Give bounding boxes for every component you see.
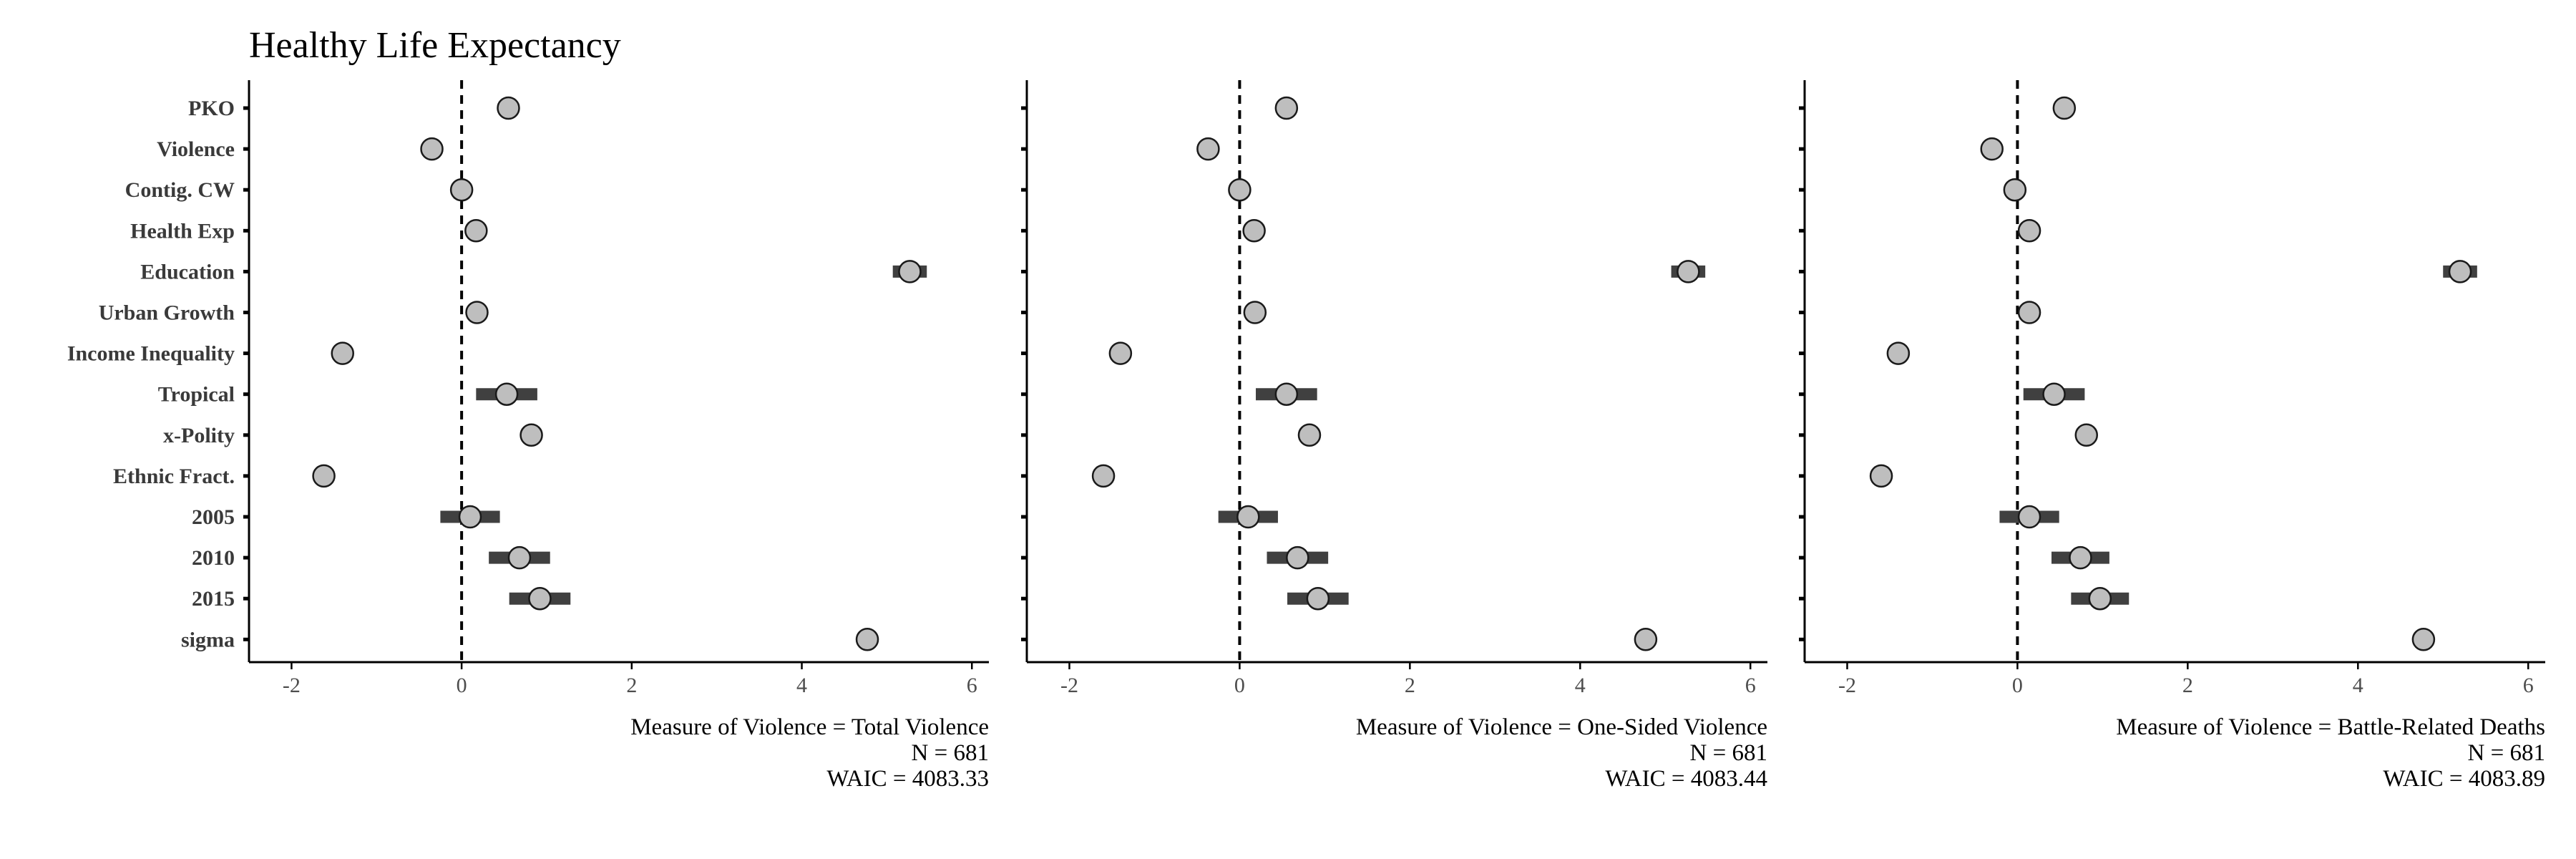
estimate-point — [494, 382, 519, 406]
chart-title: Healthy Life Expectancy — [249, 25, 621, 66]
estimate-point — [1306, 586, 1330, 611]
x-tick-label: 2 — [626, 674, 637, 697]
y-tick-label: 2010 — [192, 546, 235, 570]
estimate-point — [1091, 464, 1116, 488]
estimate-point — [2017, 301, 2041, 324]
x-tick-label: -2 — [1838, 674, 1856, 697]
panel-3: -2 0 2 4 6 Measure of Violence = Battle-Relat… — [1799, 80, 2545, 792]
y-tick-label: Health Exp — [130, 219, 235, 243]
x-tick-label: 4 — [2353, 674, 2363, 697]
panel-caption-line: WAIC = 4083.89 — [2383, 766, 2545, 792]
y-tick-label: Contig. CW — [125, 178, 235, 202]
estimate-point — [528, 586, 552, 611]
estimate-point — [2411, 628, 2436, 651]
estimate-point — [2052, 96, 2077, 120]
panel-caption-line: WAIC = 4083.44 — [1605, 766, 1767, 792]
estimate-point — [1274, 96, 1299, 120]
x-tick-label: 4 — [796, 674, 807, 697]
y-tick-label: Violence — [157, 137, 235, 161]
x-tick-label: -2 — [283, 674, 301, 697]
x-tick-label: 6 — [967, 674, 977, 697]
estimate-point — [855, 628, 879, 651]
estimate-point — [2003, 178, 2027, 202]
estimate-point — [1242, 219, 1266, 243]
estimate-point — [1228, 178, 1252, 202]
estimate-point — [497, 96, 520, 120]
panel-caption-line: N = 681 — [912, 740, 989, 766]
x-tick-label: 4 — [1575, 674, 1586, 697]
y-tick-label: 2005 — [192, 505, 235, 529]
estimate-point — [519, 423, 543, 447]
estimate-point — [1243, 301, 1267, 324]
estimate-point — [2017, 219, 2041, 243]
estimate-point — [1886, 341, 1911, 365]
y-tick-label: 2015 — [192, 587, 235, 611]
panels-layer: -2 0 2 4 6 PKO Violence Contig. CW Health Exp Edu… — [67, 80, 2545, 792]
estimate-point — [2074, 423, 2099, 447]
x-tick-label: 2 — [2182, 674, 2193, 697]
estimate-point — [1677, 260, 1700, 283]
y-tick-label: Ethnic Fract. — [113, 465, 235, 488]
y-tick-label: Education — [140, 260, 235, 283]
estimate-point — [2069, 545, 2092, 570]
estimate-point — [1634, 628, 1658, 651]
panel-caption-line: Measure of Violence = Battle-Related Dea… — [2116, 714, 2545, 740]
estimate-point — [1297, 423, 1322, 447]
panel-caption-line: N = 681 — [2468, 740, 2545, 766]
x-tick-label: 6 — [2523, 674, 2534, 697]
estimate-point — [2017, 505, 2041, 529]
estimate-point — [2448, 260, 2472, 283]
y-tick-label: Tropical — [158, 383, 235, 407]
estimate-point — [449, 178, 474, 202]
y-tick-label: PKO — [188, 97, 235, 120]
estimate-point — [2042, 382, 2066, 406]
estimate-point — [465, 301, 489, 324]
estimate-point — [507, 545, 532, 570]
estimate-point — [1236, 505, 1260, 529]
estimate-point — [1274, 382, 1299, 406]
x-tick-label: 0 — [1234, 674, 1245, 697]
estimate-point — [1108, 341, 1133, 365]
estimate-point — [331, 341, 354, 365]
x-tick-label: 2 — [1405, 674, 1415, 697]
x-tick-label: 0 — [2012, 674, 2023, 697]
estimate-point — [1286, 545, 1309, 570]
estimate-point — [458, 505, 482, 529]
y-tick-label: x-Polity — [163, 424, 235, 447]
estimate-point — [1869, 464, 1893, 488]
panel-caption-line: WAIC = 4083.33 — [826, 766, 989, 792]
panel-caption-line: Measure of Violence = One-Sided Violence — [1356, 714, 1767, 740]
estimate-point — [464, 219, 488, 243]
panel-caption-line: N = 681 — [1690, 740, 1767, 766]
estimate-point — [1196, 137, 1220, 161]
panel-2: -2 0 2 4 6 Measure of Violence = One-Sided Vi… — [1021, 80, 1767, 792]
estimate-point — [898, 260, 922, 283]
y-tick-label: sigma — [181, 628, 235, 651]
panel-caption-line: Measure of Violence = Total Violence — [630, 714, 989, 740]
y-tick-label: Income Inequality — [67, 342, 235, 366]
estimate-point — [312, 464, 336, 488]
x-tick-label: -2 — [1060, 674, 1078, 697]
x-tick-label: 6 — [1745, 674, 1756, 697]
y-tick-label: Urban Growth — [99, 301, 235, 325]
estimate-point — [2088, 586, 2112, 611]
estimate-point — [420, 137, 444, 161]
estimate-point — [1980, 137, 2004, 161]
x-tick-label: 0 — [457, 674, 467, 697]
panel-1: -2 0 2 4 6 PKO Violence Contig. CW Health Exp Edu… — [67, 80, 989, 792]
